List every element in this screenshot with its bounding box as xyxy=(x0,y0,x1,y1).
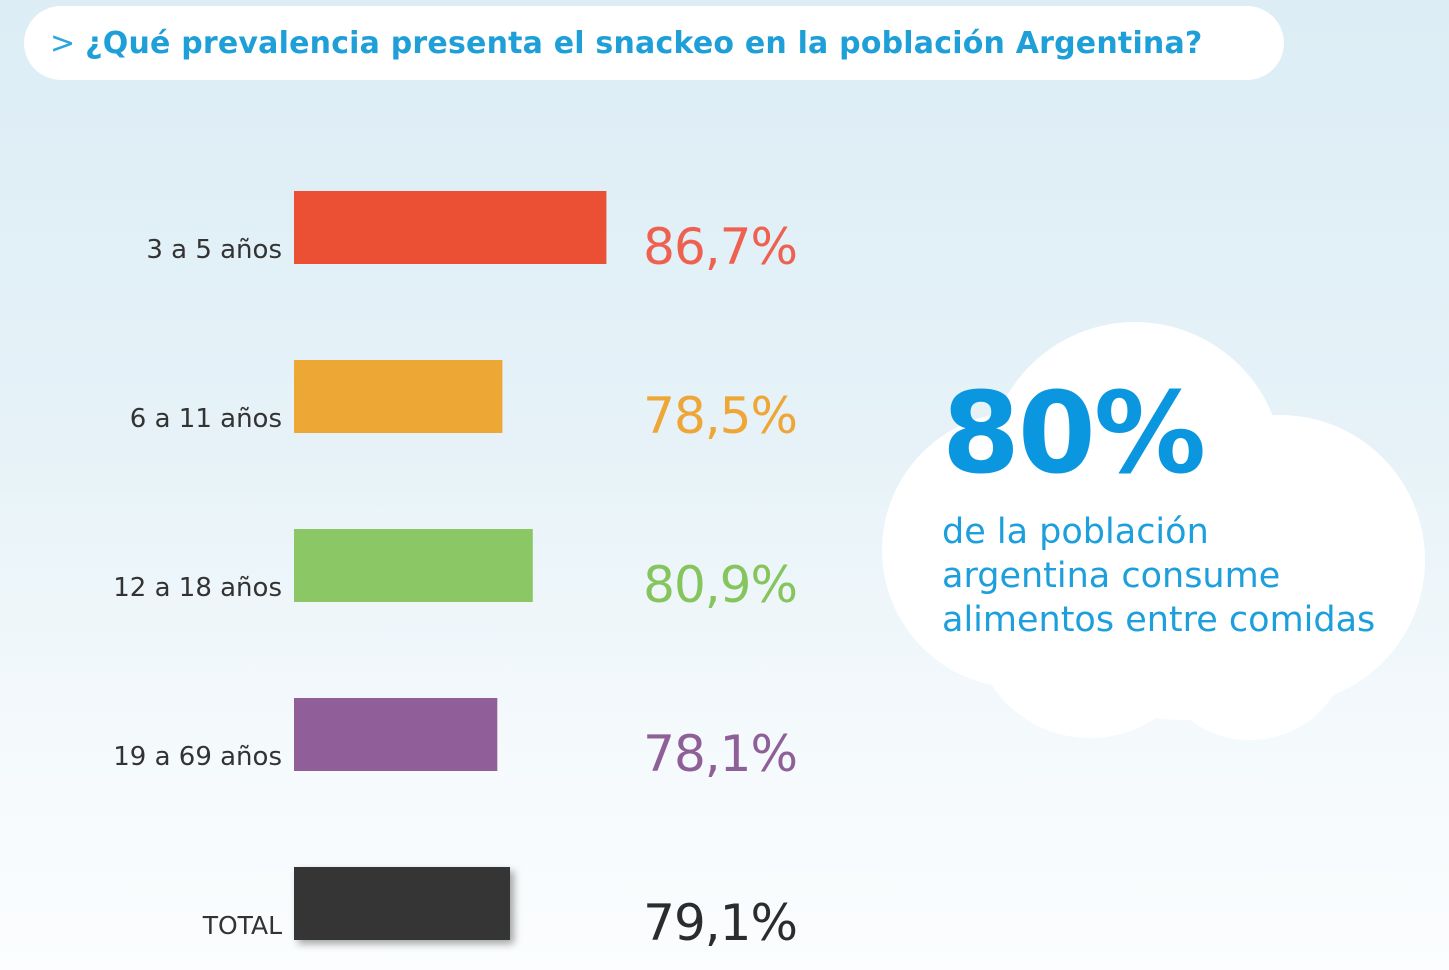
bar-1 xyxy=(294,360,503,433)
category-label-1: 6 a 11 años xyxy=(130,404,282,434)
category-label-3: 19 a 69 años xyxy=(113,742,282,772)
title-banner: > ¿Qué prevalencia presenta el snackeo e… xyxy=(24,6,1284,80)
bar-chart: 3 a 5 años 86,7% 6 a 11 años 78,5% 12 a 18 a… xyxy=(113,191,798,952)
callout-line-3: alimentos entre comidas xyxy=(942,600,1376,640)
value-label-1: 78,5% xyxy=(643,387,797,445)
callout-value: 80% xyxy=(942,369,1206,499)
category-label-2: 12 a 18 años xyxy=(113,573,282,603)
bar-0 xyxy=(294,191,607,264)
value-label-4: 79,1% xyxy=(643,894,797,952)
callout-line-2: argentina consume xyxy=(942,556,1281,596)
chart-title: ¿Qué prevalencia presenta el snackeo en … xyxy=(85,25,1203,61)
cloud-shape xyxy=(882,322,1425,740)
callout-text: de la población argentina consume alimen… xyxy=(942,510,1422,642)
bar-4 xyxy=(294,867,510,940)
category-label-0: 3 a 5 años xyxy=(146,235,282,265)
value-label-0: 86,7% xyxy=(643,218,797,276)
callout-cloud: 80% de la población argentina consume al… xyxy=(880,320,1440,750)
bar-2 xyxy=(294,529,533,602)
value-label-3: 78,1% xyxy=(643,725,797,783)
bar-3 xyxy=(294,698,498,771)
title-marker: > xyxy=(50,25,76,61)
value-label-2: 80,9% xyxy=(643,556,797,614)
callout-line-1: de la población xyxy=(942,512,1209,552)
category-label-4: TOTAL xyxy=(202,911,282,940)
